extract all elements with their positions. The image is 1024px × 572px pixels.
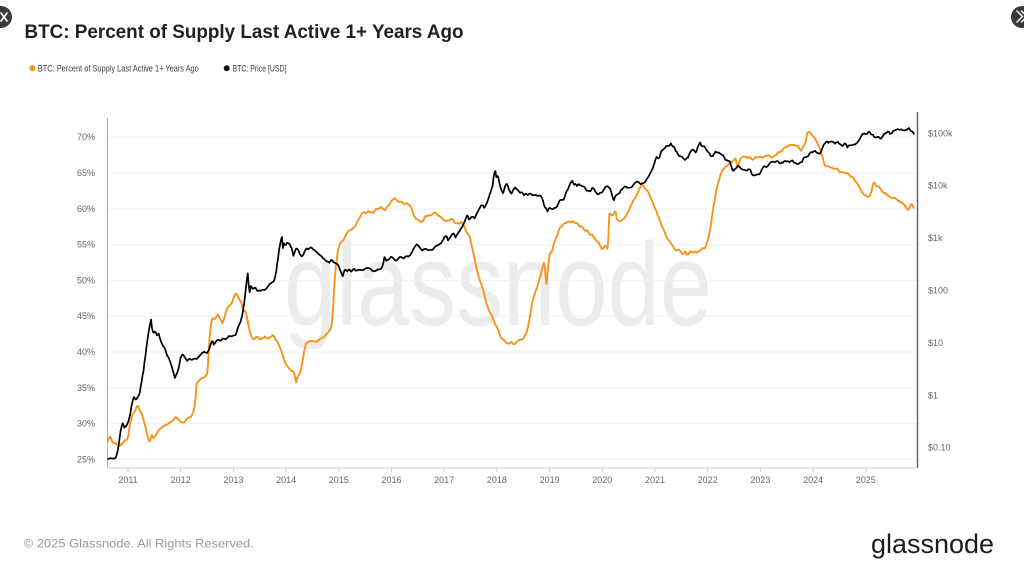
svg-text:© 2025 Glassnode. All Rights R: © 2025 Glassnode. All Rights Reserved. — [24, 537, 254, 551]
svg-text:2017: 2017 — [434, 475, 454, 485]
svg-text:50%: 50% — [77, 275, 95, 285]
svg-text:$1: $1 — [928, 390, 938, 400]
svg-text:2019: 2019 — [540, 475, 560, 485]
svg-text:2025: 2025 — [856, 475, 876, 485]
svg-text:BTC: Price [USD]: BTC: Price [USD] — [233, 63, 287, 73]
svg-text:2023: 2023 — [750, 475, 770, 485]
svg-text:2022: 2022 — [698, 475, 718, 485]
svg-text:2012: 2012 — [171, 475, 191, 485]
svg-text:2015: 2015 — [329, 475, 349, 485]
svg-text:2011: 2011 — [118, 475, 137, 485]
svg-text:55%: 55% — [77, 240, 95, 250]
svg-text:$0.10: $0.10 — [928, 443, 951, 453]
svg-text:2018: 2018 — [487, 475, 507, 485]
svg-text:30%: 30% — [77, 419, 95, 429]
svg-text:$100: $100 — [928, 286, 948, 296]
svg-text:2020: 2020 — [592, 475, 612, 485]
svg-text:2021: 2021 — [645, 475, 665, 485]
svg-text:60%: 60% — [77, 204, 95, 214]
svg-text:$10: $10 — [928, 338, 943, 348]
svg-text:$10k: $10k — [928, 181, 948, 191]
svg-text:BTC: Percent of Supply Last Ac: BTC: Percent of Supply Last Active 1+ Ye… — [25, 22, 464, 43]
svg-text:65%: 65% — [77, 168, 95, 178]
svg-text:BTC: Percent of Supply Last Ac: BTC: Percent of Supply Last Active 1+ Ye… — [38, 63, 199, 73]
svg-text:70%: 70% — [77, 132, 95, 142]
svg-text:45%: 45% — [77, 311, 95, 321]
svg-text:35%: 35% — [77, 383, 95, 393]
svg-text:2014: 2014 — [276, 475, 296, 485]
svg-text:25%: 25% — [77, 454, 95, 464]
svg-text:glassnode: glassnode — [871, 531, 994, 559]
svg-text:2016: 2016 — [381, 475, 401, 485]
svg-text:2024: 2024 — [803, 475, 823, 485]
svg-text:$1k: $1k — [928, 233, 943, 243]
svg-text:40%: 40% — [77, 347, 95, 357]
svg-text:$100k: $100k — [928, 128, 953, 138]
svg-text:2013: 2013 — [223, 475, 243, 485]
